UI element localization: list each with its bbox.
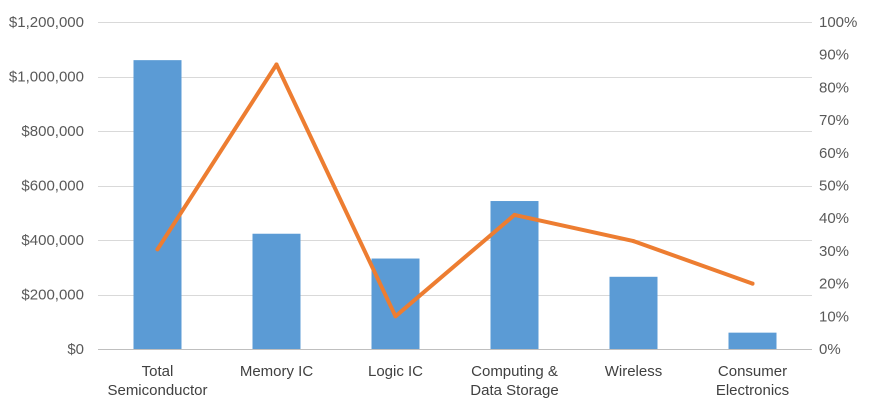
line-path bbox=[155, 62, 755, 319]
right-tick-label: 70% bbox=[819, 112, 849, 129]
line-point bbox=[393, 314, 398, 319]
line-point bbox=[274, 62, 279, 67]
gridlines bbox=[98, 22, 812, 350]
category-label: Consumer Electronics bbox=[716, 363, 789, 399]
line-point bbox=[155, 247, 160, 252]
line-point bbox=[750, 281, 755, 286]
left-tick-label: $200,000 bbox=[21, 287, 84, 304]
left-tick-label: $800,000 bbox=[21, 123, 84, 140]
right-tick-label: 30% bbox=[819, 243, 849, 260]
category-label: Computing & Data Storage bbox=[470, 363, 558, 399]
bar bbox=[252, 233, 301, 349]
left-tick-label: $1,000,000 bbox=[9, 69, 84, 86]
category-label-line: Electronics bbox=[716, 382, 789, 399]
bar bbox=[133, 60, 182, 350]
category-label-line: Logic IC bbox=[368, 363, 423, 380]
right-tick-label: 50% bbox=[819, 178, 849, 195]
right-tick-label: 60% bbox=[819, 145, 849, 162]
line-point bbox=[512, 212, 517, 217]
right-axis: 0% 10% 20% 30% 40% 50% 60% 70% 80% 90% 100% bbox=[819, 14, 857, 358]
right-tick-label: 20% bbox=[819, 276, 849, 293]
left-tick-label: $400,000 bbox=[21, 232, 84, 249]
left-tick-label: $0 bbox=[67, 341, 84, 358]
bar-series bbox=[133, 60, 777, 350]
bar bbox=[609, 276, 658, 349]
right-tick-label: 90% bbox=[819, 47, 849, 64]
category-label: Total Semiconductor bbox=[107, 363, 207, 399]
left-tick-label: $600,000 bbox=[21, 178, 84, 195]
bar bbox=[490, 201, 539, 349]
category-label-line: Memory IC bbox=[240, 363, 314, 380]
category-label: Wireless bbox=[605, 363, 663, 380]
category-label: Memory IC bbox=[240, 363, 314, 380]
right-tick-label: 40% bbox=[819, 210, 849, 227]
line-point bbox=[631, 239, 636, 244]
category-label-line: Semiconductor bbox=[107, 382, 207, 399]
line-series bbox=[155, 62, 755, 319]
category-label-line: Consumer bbox=[718, 363, 787, 380]
right-tick-label: 100% bbox=[819, 14, 857, 31]
right-tick-label: 10% bbox=[819, 308, 849, 325]
category-label: Logic IC bbox=[368, 363, 423, 380]
category-label-line: Wireless bbox=[605, 363, 663, 380]
category-axis: Total Semiconductor Memory IC Logic IC Compu… bbox=[107, 363, 789, 399]
left-tick-label: $1,200,000 bbox=[9, 14, 84, 31]
right-tick-label: 0% bbox=[819, 341, 841, 358]
right-tick-label: 80% bbox=[819, 79, 849, 96]
category-label-line: Data Storage bbox=[470, 382, 558, 399]
category-label-line: Computing & bbox=[471, 363, 558, 380]
bar bbox=[728, 332, 777, 349]
left-axis: $0 $200,000 $400,000 $600,000 $800,000 $1,000… bbox=[9, 14, 84, 358]
category-label-line: Total bbox=[142, 363, 174, 380]
